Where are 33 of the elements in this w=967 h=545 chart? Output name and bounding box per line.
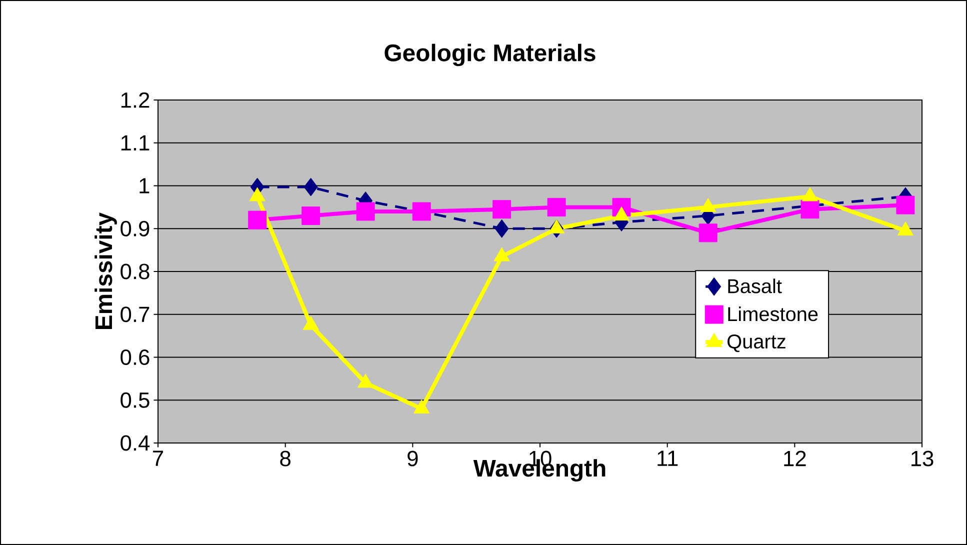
- point: [302, 206, 320, 226]
- y-tick-label: 1: [140, 178, 150, 194]
- x-tick-label: 11: [658, 450, 678, 466]
- y-tick-label: 0.8: [120, 264, 150, 280]
- chart-title: Geologic Materials: [384, 44, 596, 66]
- y-tick-label: 0.5: [120, 392, 150, 408]
- y-axis-title: Emissivity: [94, 212, 117, 330]
- point: [547, 198, 566, 216]
- y-tick-label: 1.1: [121, 135, 150, 150]
- x-tick-label: 12: [784, 450, 806, 466]
- point: [356, 202, 375, 221]
- point: [304, 178, 318, 196]
- point: [248, 210, 267, 230]
- legend-label: Basalt: [728, 278, 782, 294]
- point: [698, 224, 718, 242]
- y-tick-label: 0.6: [120, 349, 150, 366]
- y-tick-label: 0.9: [120, 220, 150, 236]
- point: [896, 196, 915, 214]
- x-tick-label: 13: [911, 450, 934, 466]
- y-tick-label: 0.4: [120, 435, 150, 451]
- point: [302, 316, 319, 330]
- point: [800, 200, 820, 219]
- point: [492, 200, 512, 219]
- x-tick-label: 7: [153, 450, 163, 466]
- y-tick-label: 0.7: [120, 306, 150, 322]
- y-tick-label: 1.2: [121, 92, 150, 108]
- point: [494, 219, 509, 238]
- legend-label: Limestone: [728, 306, 818, 322]
- x-tick-label: 9: [408, 450, 418, 466]
- x-tick-label: 8: [280, 450, 290, 466]
- point: [412, 202, 431, 221]
- legend-label: Quartz: [728, 334, 786, 352]
- point: [414, 399, 430, 414]
